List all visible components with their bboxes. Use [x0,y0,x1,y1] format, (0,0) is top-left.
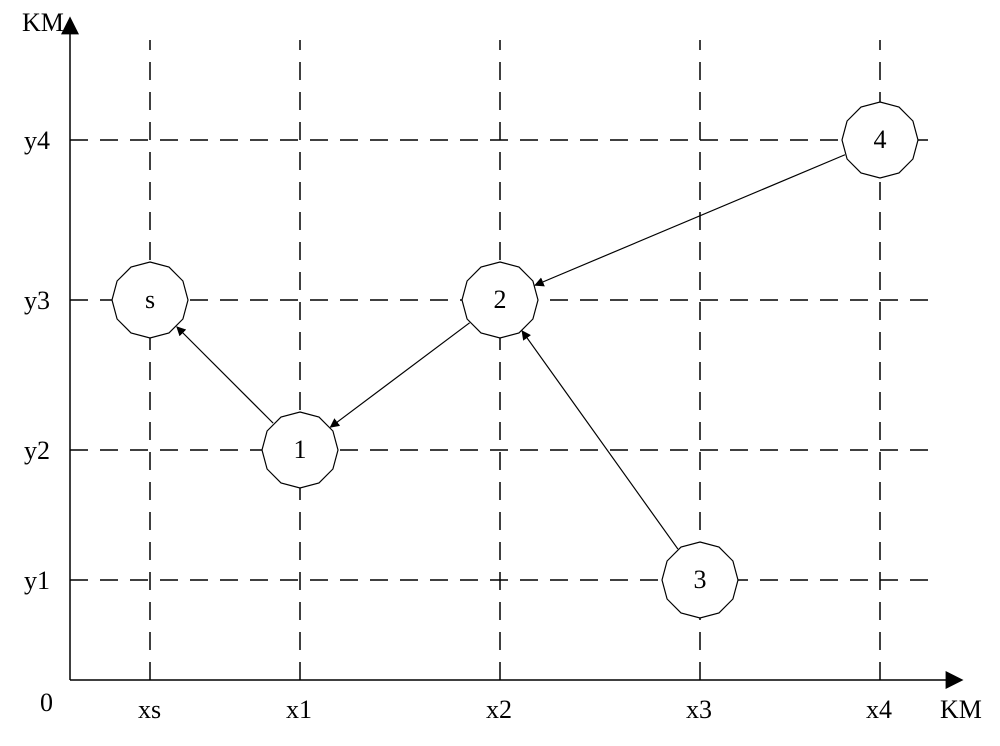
edge-3-2 [522,331,678,549]
y-tick-y2: y2 [24,436,50,466]
x-axis-label: KM [940,695,982,725]
grid [70,40,940,680]
node-label-3: 3 [694,565,707,595]
edges [177,155,845,549]
node-label-2: 2 [494,285,507,315]
diagram-canvas: KM KM 0 xs x1 x2 x3 x4 y1 y2 y3 y4 s 1 2… [0,0,1000,746]
axes [70,20,960,680]
x-tick-x1: x1 [286,695,312,725]
node-label-4: 4 [874,125,887,155]
y-axis-label: KM [22,8,64,38]
nodes [112,102,918,618]
edge-4-2 [535,155,845,286]
y-tick-y3: y3 [24,286,50,316]
x-tick-xs: xs [138,695,161,725]
x-tick-x3: x3 [686,695,712,725]
y-tick-y1: y1 [24,566,50,596]
edge-2-1 [330,323,469,427]
x-tick-x2: x2 [486,695,512,725]
diagram-svg [0,0,1000,746]
node-label-1: 1 [294,435,307,465]
origin-label: 0 [40,688,53,718]
x-tick-x4: x4 [866,695,892,725]
edge-1-s [177,327,273,423]
node-label-s: s [145,285,155,315]
y-tick-y4: y4 [24,126,50,156]
